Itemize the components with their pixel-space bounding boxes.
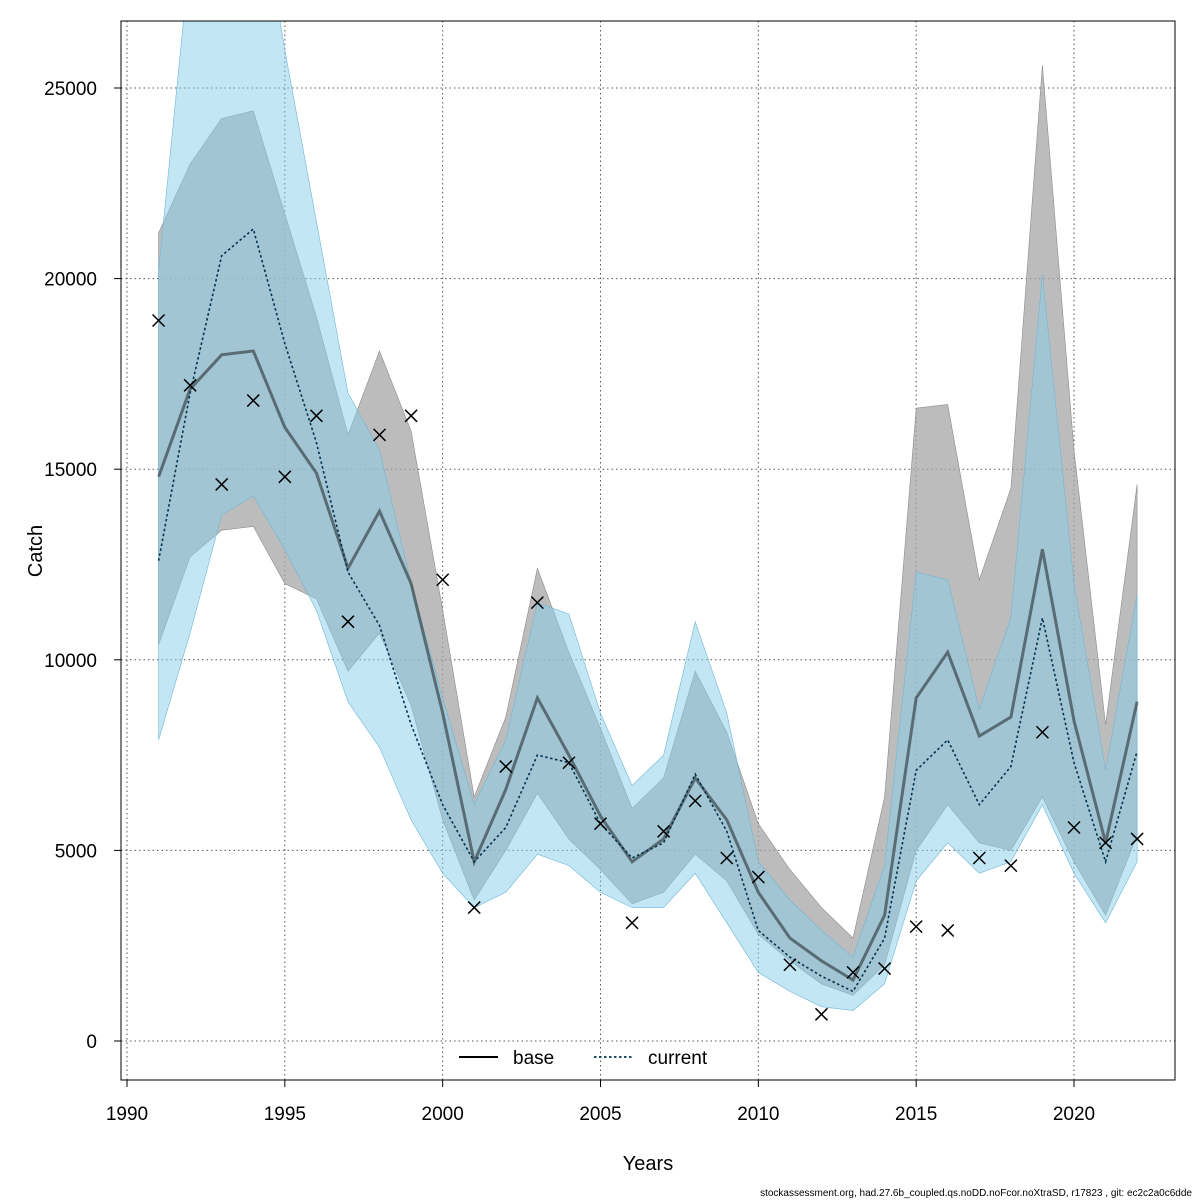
series-lines [157, 227, 1139, 993]
y-tick-label-5000: 5000 [55, 841, 97, 862]
observation-point-1993 [215, 477, 229, 491]
observation-point-1994 [246, 394, 260, 408]
observation-point-2015 [909, 920, 923, 934]
observation-point-2005 [593, 817, 608, 831]
x-tick-label-2005: 2005 [579, 1104, 621, 1125]
x-axis: 1990 1995 2000 2005 2010 2015 2020 [106, 1080, 1095, 1125]
x-tick-label-1990: 1990 [106, 1104, 148, 1125]
band-current [158, 21, 1138, 1011]
observation-point-2004 [562, 756, 576, 770]
observation-point-2008 [688, 794, 702, 808]
legend-label-base: base [513, 1048, 554, 1069]
observation-point-1996 [309, 409, 323, 423]
observation-point-1995 [278, 470, 292, 484]
observation-points [152, 314, 1144, 1021]
footer-caption: stockassessment.org, had.27.6b_coupled.q… [760, 1188, 1192, 1199]
x-tick-label-2015: 2015 [895, 1104, 937, 1125]
observation-point-1991 [152, 314, 166, 328]
line-current [157, 227, 1138, 993]
observation-point-2013 [846, 965, 860, 979]
observation-point-2020 [1067, 820, 1081, 835]
observation-point-1999 [404, 409, 418, 423]
plot-frame [120, 20, 1176, 1081]
y-tick-label-25000: 25000 [44, 79, 97, 100]
observation-point-2022 [1130, 832, 1144, 846]
observation-point-1997 [341, 615, 355, 629]
y-tick-label-20000: 20000 [44, 270, 97, 291]
observation-point-2007 [657, 824, 671, 838]
observation-point-2006 [625, 916, 639, 930]
observation-point-2010 [751, 870, 765, 884]
observation-point-2001 [467, 901, 481, 915]
y-tick-label-10000: 10000 [44, 651, 97, 672]
observation-point-2016 [941, 923, 955, 937]
observation-point-2019 [1035, 725, 1049, 739]
observation-point-1992 [183, 378, 197, 392]
observation-point-2003 [530, 596, 544, 610]
confidence-bands [158, 21, 1138, 1011]
observation-point-2000 [436, 573, 450, 587]
x-tick-label-1995: 1995 [264, 1104, 306, 1125]
observation-point-2014 [878, 962, 892, 976]
observation-point-1998 [373, 428, 387, 442]
observation-point-2002 [499, 760, 513, 774]
x-tick-label-2010: 2010 [737, 1104, 779, 1125]
x-tick-label-2020: 2020 [1053, 1104, 1095, 1125]
observation-point-2012 [814, 1007, 828, 1021]
y-axis: 0 5000 10000 15000 20000 25000 [44, 79, 121, 1053]
y-axis-title: Catch [25, 525, 47, 577]
x-tick-label-2000: 2000 [422, 1104, 464, 1125]
observation-point-2009 [720, 851, 734, 865]
y-tick-label-0: 0 [86, 1032, 97, 1053]
observation-point-2011 [783, 958, 797, 972]
observation-point-2018 [1004, 859, 1018, 873]
observation-point-2021 [1099, 836, 1113, 850]
y-tick-label-15000: 15000 [44, 460, 97, 481]
x-axis-title: Years [623, 1153, 673, 1175]
legend: base current [459, 1048, 708, 1069]
observation-point-2017 [972, 851, 986, 865]
legend-label-current: current [648, 1048, 708, 1069]
